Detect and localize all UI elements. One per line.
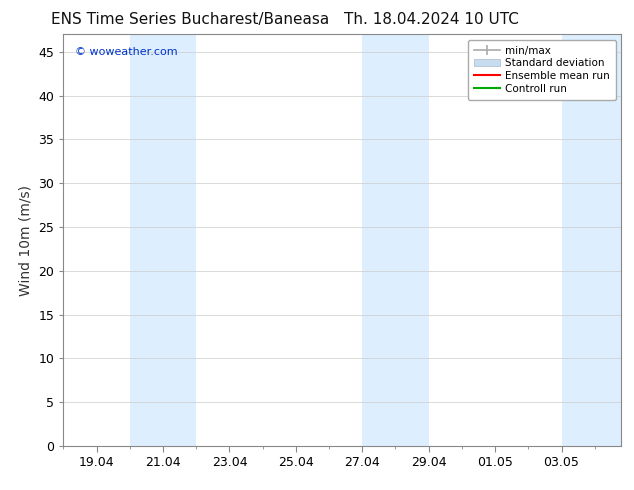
Text: © woweather.com: © woweather.com (75, 47, 177, 57)
Y-axis label: Wind 10m (m/s): Wind 10m (m/s) (19, 185, 33, 295)
Text: Th. 18.04.2024 10 UTC: Th. 18.04.2024 10 UTC (344, 12, 519, 27)
Text: ENS Time Series Bucharest/Baneasa: ENS Time Series Bucharest/Baneasa (51, 12, 329, 27)
Legend: min/max, Standard deviation, Ensemble mean run, Controll run: min/max, Standard deviation, Ensemble me… (468, 40, 616, 100)
Bar (562, 34, 621, 446)
Bar (362, 34, 429, 446)
Bar (130, 34, 197, 446)
